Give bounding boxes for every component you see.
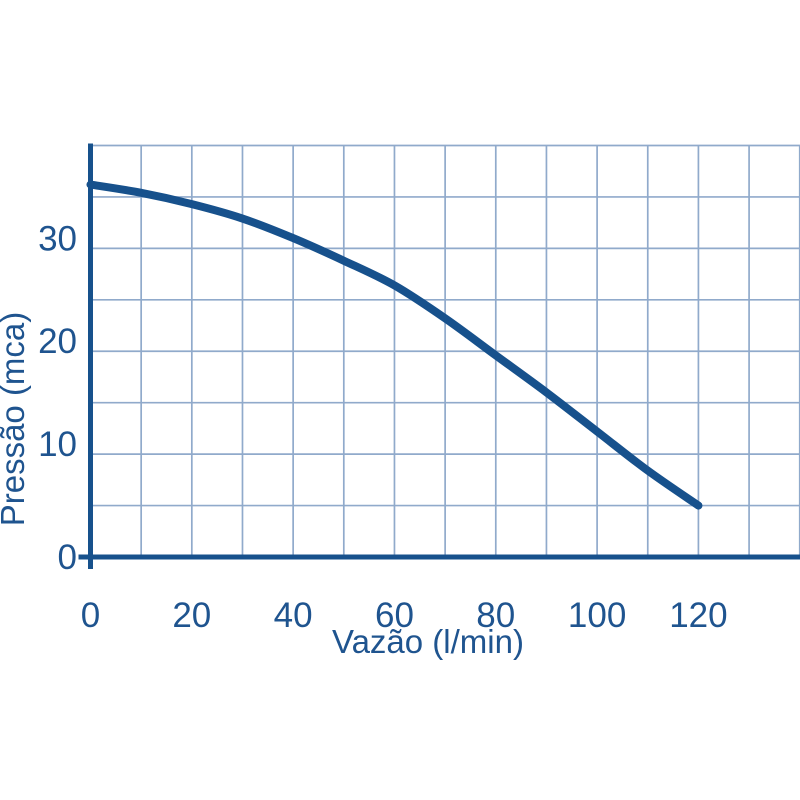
x-axis-title: Vazão (l/min) — [332, 623, 524, 660]
x-tick-label: 40 — [274, 596, 313, 635]
x-tick-label: 0 — [81, 596, 100, 635]
x-tick-label: 120 — [669, 596, 727, 635]
y-axis-title: Pressão (mca) — [0, 312, 31, 527]
y-tick-label: 30 — [38, 219, 77, 258]
y-tick-label: 0 — [58, 538, 77, 577]
axes — [78, 143, 800, 569]
x-tick-label: 20 — [172, 596, 211, 635]
x-tick-label: 60 — [375, 596, 414, 635]
x-tick-label: 100 — [568, 596, 626, 635]
series-curve — [86, 180, 703, 510]
tick-labels: 0 20 40 60 80 100 120 0 10 20 30 — [38, 219, 728, 635]
y-tick-label: 20 — [38, 322, 77, 361]
x-tick-label: 80 — [476, 596, 515, 635]
pressure-flow-curve — [86, 180, 703, 510]
y-tick-label: 10 — [38, 425, 77, 464]
